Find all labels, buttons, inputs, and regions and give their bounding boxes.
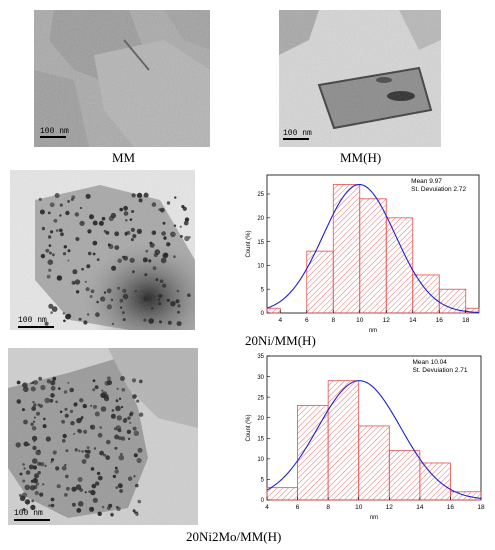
x-tick-label: 18 [477,504,485,511]
histogram-20ni-svg: 4 6 8 10 12 14 16 18 0 5 10 15 20 25 nm Count (%) Mean 9… [246,174,480,334]
y-tick-label: 25 [257,192,264,198]
histogram-bar [266,487,298,501]
scalebar-label: 100 nm [18,316,47,325]
x-tick-label: 12 [383,317,391,324]
y-axis-label: Count (%) [246,414,252,441]
gaussian-fit-curve [266,380,482,499]
x-tick-label: 8 [326,504,330,511]
x-tick-label: 16 [436,317,444,324]
scalebar-label: 100 nm [14,509,43,518]
tem-image-mmh: 100 nm [279,10,441,147]
tem-image-20ni: 100 nm [10,170,195,330]
tem-texture-mm [34,10,210,147]
y-tick-label: 25 [257,395,264,401]
y-tick-label: 15 [257,240,264,246]
histogram-bar [327,380,360,501]
panel-caption-20ni: 20Ni/MM(H) [245,333,316,348]
stats-annotation: St. Devuiation 2.72 [411,186,466,193]
x-tick-label: 6 [305,317,309,324]
y-tick-label: 0 [261,498,265,504]
tem-texture-20ni [10,170,195,330]
x-tick-label: 6 [296,504,300,511]
y-tick-label: 15 [257,436,264,442]
x-axis-label: nm [369,328,377,334]
histogram-bar [419,462,451,501]
x-tick-label: 18 [462,317,470,324]
tem-texture-mmh [279,10,441,147]
y-tick-label: 30 [257,375,264,381]
histogram-bar [297,404,329,501]
histogram-bar [388,450,421,501]
gaussian-fit-curve [266,183,480,314]
histogram-bar [332,184,361,314]
histogram-bar [385,217,414,314]
y-axis-label: Count (%) [246,230,252,257]
scalebar-line [18,326,54,328]
y-tick-label: 5 [261,478,265,484]
histogram-20ni2mo: 4 6 8 10 12 14 16 18 0 5 10 15 20 25 30 35 nm Count (%) Me… [245,350,490,522]
scalebar-line [14,519,50,521]
tem-image-mm: 100 nm [34,10,210,147]
scalebar-label: 100 nm [40,127,69,136]
histogram-20ni: 4 6 8 10 12 14 16 18 0 5 10 15 20 25 nm Count (%) Mean 9… [245,170,485,340]
histogram-20ni2mo-svg: 4 6 8 10 12 14 16 18 0 5 10 15 20 25 30 35 nm Count (%) Me… [246,354,485,521]
histogram-bar [438,288,467,314]
x-tick-label: 4 [265,504,269,511]
y-tick-label: 20 [257,416,264,422]
y-tick-label: 0 [261,311,265,317]
x-tick-label: 10 [355,504,363,511]
tem-texture-20ni2mo [8,348,198,525]
x-tick-label: 4 [278,317,282,324]
scalebar-line [40,136,66,138]
y-tick-label: 5 [261,287,265,293]
stats-annotation: Mean 10.04 [413,359,448,366]
panel-caption-20ni2mo: 20Ni2Mo/MM(H) [186,529,282,544]
histogram-bar [266,307,281,314]
x-tick-label: 14 [409,317,417,324]
x-tick-label: 14 [416,504,424,511]
y-tick-label: 20 [257,216,264,222]
histogram-bar [412,274,440,314]
stats-annotation: Mean 9.97 [411,178,442,185]
scalebar-line [283,138,309,140]
histogram-bar [358,425,390,501]
y-tick-label: 10 [257,264,264,270]
x-tick-label: 10 [356,317,364,324]
x-tick-label: 8 [331,317,335,324]
stats-annotation: St. Devuiation 2.71 [413,367,468,374]
histogram-bar [359,198,387,314]
scalebar-label: 100 nm [283,129,312,138]
x-axis-label: nm [370,515,378,521]
panel-caption-mm: MM [112,150,136,165]
x-tick-label: 12 [386,504,394,511]
y-tick-label: 35 [257,354,264,360]
panel-caption-mmh: MM(H) [340,150,382,165]
y-tick-label: 10 [257,457,264,463]
x-tick-label: 16 [447,504,455,511]
tem-image-20ni2mo: 100 nm [8,348,198,525]
